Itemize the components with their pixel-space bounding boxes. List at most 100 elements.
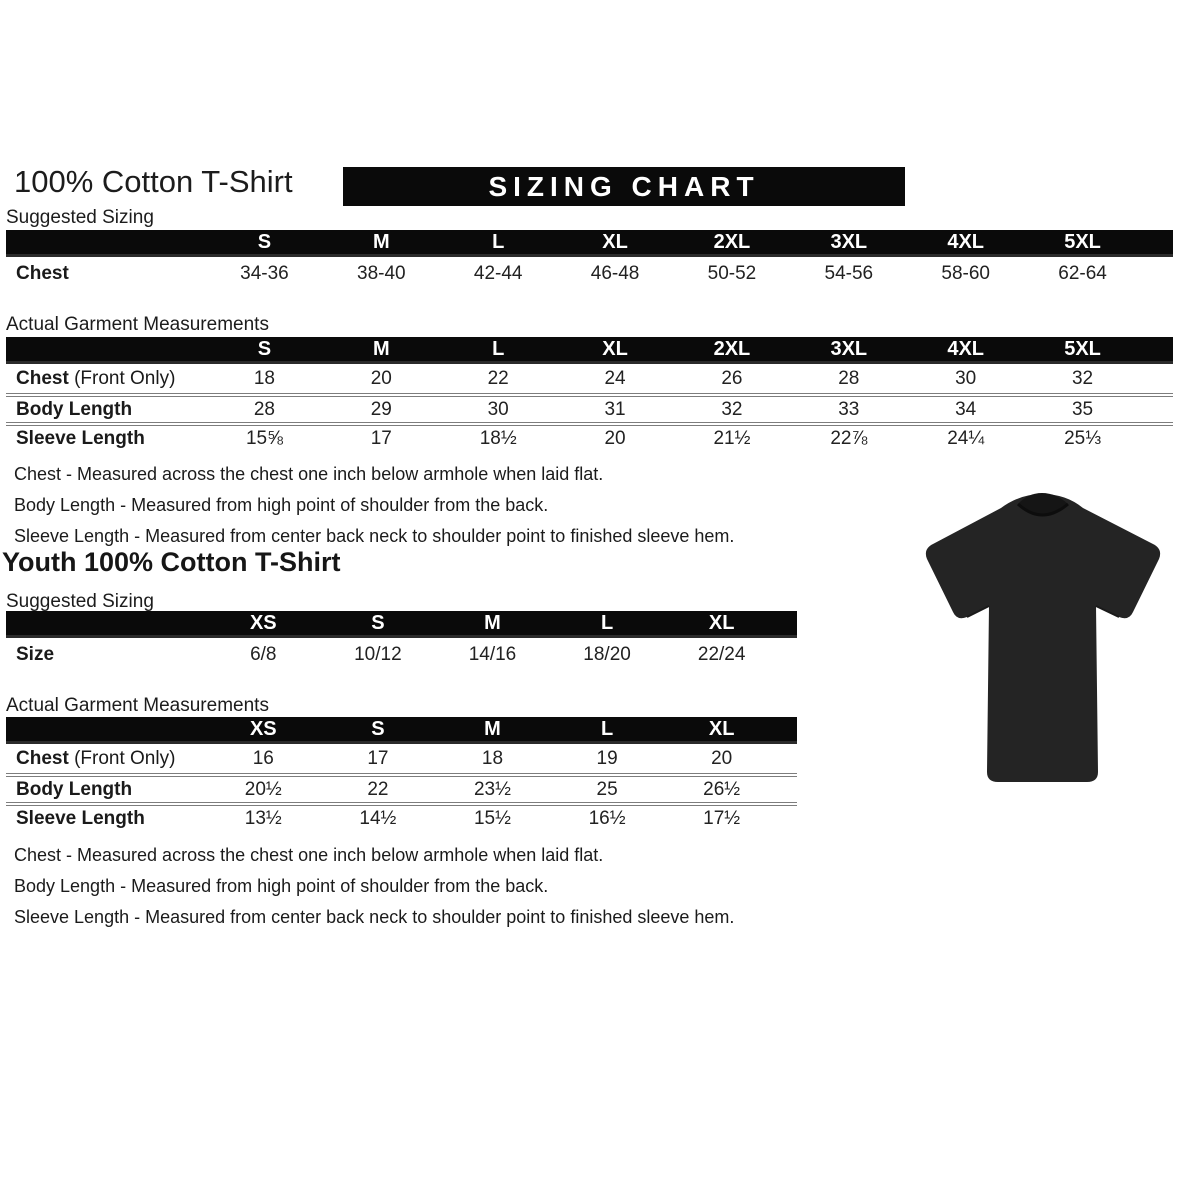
column-header: 4XL [947,337,985,360]
table-cell: 22 [367,778,389,800]
youth-measurement-notes: Chest - Measured across the chest one in… [14,840,794,933]
note-line: Chest - Measured across the chest one in… [14,845,604,865]
row-label: Size [16,643,55,665]
table-cell: 18 [253,367,275,389]
column-header: XS [249,611,277,634]
adult-measurement-notes: Chest - Measured across the chest one in… [14,459,794,552]
table-cell: 15½ [473,807,511,829]
table-row: Chest 34-36 38-40 42-44 46-48 50-52 54-56 58-60… [6,257,1173,290]
column-header: 3XL [830,337,868,360]
column-header: XS [249,717,277,740]
table-cell: 24 [604,367,626,389]
column-header: S [257,230,272,253]
table-cell: 46-48 [590,262,640,284]
row-label: Body Length [16,398,133,420]
tshirt-image [888,484,1196,806]
table-row: Sleeve Length 13½ 14½ 15½ 16½ 17½ [6,802,797,831]
table-cell: 25⅓ [1064,427,1102,449]
table-cell: 17 [367,747,389,769]
table-row: Chest (Front Only) 18 20 22 24 26 28 30 32 [6,364,1173,393]
note-line: Body Length - Measured from high point o… [14,495,549,515]
youth-section-title: Youth 100% Cotton T-Shirt [2,547,341,577]
table-cell: 30 [487,398,509,420]
youth-suggested-sizing-label: Suggested Sizing [6,591,154,612]
table-cell: 26 [721,367,743,389]
table-cell: 35 [1071,398,1094,420]
table-cell: 18/20 [583,643,631,665]
sizing-chart-banner-text: SIZING CHART [488,170,760,202]
table-row: Chest (Front Only) 16 17 18 19 20 [6,744,797,773]
table-cell: 14/16 [468,643,517,665]
row-label: Sleeve Length [16,427,145,449]
page-title: 100% Cotton T-Shirt [14,164,293,199]
table-cell: 19 [596,747,618,769]
table-cell: 32 [721,398,743,420]
column-header: XL [602,230,628,253]
table-cell: 58-60 [941,262,990,284]
table-cell: 22⅞ [830,427,868,449]
adult-actual-measurements-label: Actual Garment Measurements [6,314,269,335]
table-cell: 18 [481,747,504,769]
table-cell: 28 [838,367,860,389]
note-line: Body Length - Measured from high point o… [14,876,549,896]
table-cell: 13½ [244,807,282,829]
table-row: Size 6/8 10/12 14/16 18/20 22/24 [6,638,797,671]
column-header: XL [708,611,735,634]
table-cell: 26½ [703,778,741,800]
table-row: Sleeve Length 15⅝ 17 18½ 20 21½ 22⅞ 24¼ 25⅓ [6,422,1173,451]
column-header: L [600,611,614,634]
table-cell: 30 [955,367,977,389]
column-header: 4XL [947,230,985,253]
table-cell: 23½ [473,778,511,800]
table-cell: 62-64 [1058,262,1107,284]
table-cell: 22/24 [697,643,746,665]
row-label: Chest (Front Only) [16,747,176,769]
column-header: L [600,717,614,740]
table-cell: 17½ [703,807,741,829]
table-cell: 18½ [479,427,517,449]
tshirt-icon [925,493,1161,782]
table-cell: 10/12 [354,643,402,665]
adult-suggested-sizing-label: Suggested Sizing [6,207,154,228]
table-cell: 20 [711,747,733,769]
table-header-row: XS S M L XL [6,611,797,638]
table-cell: 29 [370,398,392,420]
table-header-row: S M L XL 2XL 3XL 4XL 5XL [6,337,1173,364]
table-cell: 16 [252,747,274,769]
column-header: S [257,337,272,360]
column-header: XL [708,717,735,740]
column-header: 3XL [830,230,868,253]
column-header: 2XL [713,230,751,253]
table-cell: 38-40 [357,262,406,284]
youth-actual-measurements-label: Actual Garment Measurements [6,695,269,716]
table-cell: 32 [1071,367,1094,389]
table-row: Body Length 20½ 22 23½ 25 26½ [6,773,797,802]
table-cell: 31 [604,398,626,420]
table-cell: 17 [370,427,392,449]
adult-suggested-sizing-table: S M L XL 2XL 3XL 4XL 5XL Chest 34-36 38-40 42-44 46-… [6,230,1173,290]
table-cell: 20 [604,427,626,449]
column-header: L [492,337,505,360]
table-cell: 14½ [359,807,397,829]
table-cell: 28 [253,398,275,420]
table-cell: 20 [370,367,392,389]
row-label: Chest [16,262,69,284]
column-header: M [484,717,501,740]
youth-suggested-sizing-table: XS S M L XL Size 6/8 10/12 14/16 18/20 22/24 [6,611,797,671]
note-line: Sleeve Length - Measured from center bac… [14,907,735,927]
table-cell: 20½ [244,778,282,800]
note-line: Sleeve Length - Measured from center bac… [14,526,735,546]
column-header: M [372,230,390,253]
table-cell: 25 [596,778,618,800]
column-header: 5XL [1064,337,1101,360]
table-cell: 34 [955,398,977,420]
table-row: Body Length 28 29 30 31 32 33 34 35 [6,393,1173,422]
column-header: L [492,230,505,253]
row-label: Body Length [16,778,133,800]
column-header: M [484,611,501,634]
row-label: Chest (Front Only) [16,367,176,389]
adult-actual-measurements-table: S M L XL 2XL 3XL 4XL 5XL Chest (Front Only) 18 20 2… [6,337,1173,451]
table-cell: 22 [487,367,509,389]
table-cell: 42-44 [473,262,523,284]
note-line: Chest - Measured across the chest one in… [14,464,604,484]
